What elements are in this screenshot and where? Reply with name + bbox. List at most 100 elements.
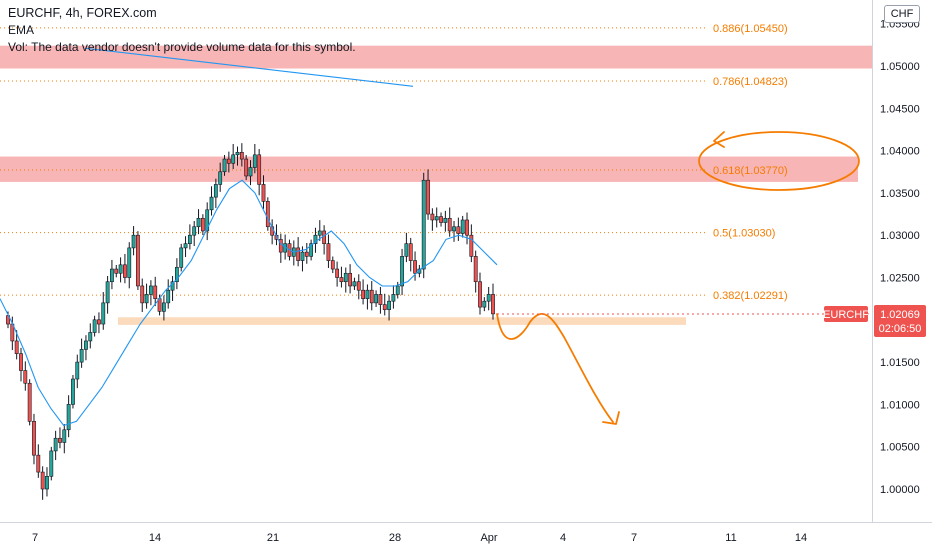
candle-body-47 [209, 196, 214, 211]
candle-body-96 [421, 179, 426, 270]
candle-body-110 [482, 300, 487, 308]
candle-body-99 [434, 216, 439, 221]
fib-label-3: 0.5(1.03030) [713, 228, 775, 240]
candle-body-38 [170, 281, 175, 291]
candle-body-53 [235, 151, 240, 156]
candle-body-58 [257, 154, 262, 185]
x-tick-1: 14 [149, 532, 161, 544]
candle-body-11 [53, 437, 58, 452]
candle-body-29 [131, 234, 136, 249]
candle-body-42 [187, 234, 192, 244]
price-badge-value: 1.02069 [880, 309, 920, 321]
fib-label-2: 0.618(1.03770) [713, 165, 788, 177]
x-tick-0: 7 [32, 532, 38, 544]
candle-body-82 [361, 289, 365, 299]
candle-body-94 [413, 260, 417, 274]
candle-body-60 [265, 201, 270, 228]
ema-legend[interactable]: EMA [8, 23, 35, 37]
candle-body-85 [374, 294, 378, 304]
candle-body-107 [469, 234, 474, 257]
y-tick-9: 1.04500 [880, 103, 920, 115]
y-tick-1: 1.00500 [880, 442, 920, 454]
candle-body-90 [395, 285, 400, 295]
x-tick-5: 4 [560, 532, 566, 544]
candle-body-51 [226, 158, 231, 164]
highlight-ellipse [698, 131, 860, 191]
y-tick-0: 1.00000 [880, 484, 920, 496]
candle-body-75 [330, 260, 335, 270]
y-tick-6: 1.03000 [880, 230, 920, 242]
candle-body-27 [123, 264, 127, 278]
candle-body-21 [97, 319, 101, 325]
candle-body-105 [460, 219, 465, 234]
candle-body-25 [114, 268, 119, 274]
projection-arrowhead [602, 411, 620, 425]
candle-body-63 [278, 239, 283, 253]
candle-body-17 [79, 349, 84, 363]
candle-body-56 [248, 167, 253, 177]
candle-body-20 [92, 319, 97, 333]
candle-body-109 [478, 281, 482, 308]
symbol-legend[interactable]: EURCHF, 4h, FOREX.com [8, 6, 157, 20]
candle-body-68 [300, 251, 305, 261]
candle-body-102 [447, 217, 452, 232]
candle-body-15 [71, 378, 75, 405]
projection-path [496, 313, 614, 423]
candle-body-71 [313, 234, 318, 244]
candle-body-48 [213, 184, 218, 198]
candle-body-5 [27, 382, 32, 422]
candle-body-77 [339, 277, 344, 283]
candle-body-40 [179, 247, 184, 268]
currency-button[interactable]: CHF [884, 5, 920, 23]
candle-body-112 [491, 294, 495, 315]
y-tick-10: 1.05000 [880, 61, 920, 73]
fib-label-1: 0.786(1.04823) [713, 76, 788, 88]
candle-body-18 [84, 340, 88, 350]
candle-body-57 [252, 154, 257, 168]
candle-body-106 [465, 219, 469, 236]
candle-body-111 [486, 294, 491, 302]
candle-body-67 [296, 247, 301, 261]
zone-support-2 [118, 317, 686, 325]
candle-body-39 [174, 267, 179, 283]
candle-body-2 [14, 340, 19, 354]
candle-body-44 [196, 217, 201, 228]
candle-body-34 [153, 285, 158, 299]
candle-body-52 [231, 154, 236, 164]
candle-body-72 [317, 230, 322, 236]
ema-line [0, 179, 498, 427]
candle-body-84 [369, 289, 374, 304]
candle-body-55 [244, 158, 249, 177]
fib-label-4: 0.382(1.02291) [713, 290, 788, 302]
candle-body-73 [322, 230, 327, 244]
candle-body-104 [456, 226, 461, 234]
candle-body-7 [36, 454, 41, 473]
candle-body-6 [32, 421, 36, 456]
candle-body-93 [408, 243, 413, 261]
candle-body-103 [452, 226, 456, 232]
candle-body-76 [335, 268, 340, 278]
y-tick-5: 1.02500 [880, 273, 920, 285]
candle-body-36 [161, 302, 166, 312]
candle-body-19 [88, 332, 93, 342]
candle-body-23 [105, 281, 110, 304]
ellipse-arrowhead [713, 131, 725, 148]
symbol-badge-text: EURCHF [823, 309, 869, 321]
candle-body-50 [222, 158, 227, 173]
candle-body-37 [166, 289, 171, 304]
ema-upper-line [84, 47, 414, 87]
y-tick-2: 1.01000 [880, 399, 920, 411]
candle-body-74 [326, 243, 331, 261]
candle-body-59 [261, 184, 266, 202]
candle-body-14 [66, 404, 71, 431]
price-badge [874, 304, 926, 337]
candle-body-100 [439, 216, 443, 223]
x-tick-3: 28 [389, 532, 401, 544]
price-badge-countdown: 02:06:50 [879, 323, 922, 335]
candle-body-22 [101, 302, 106, 325]
candle-body-28 [127, 247, 132, 278]
candle-body-31 [140, 285, 145, 304]
candle-body-13 [62, 429, 67, 443]
